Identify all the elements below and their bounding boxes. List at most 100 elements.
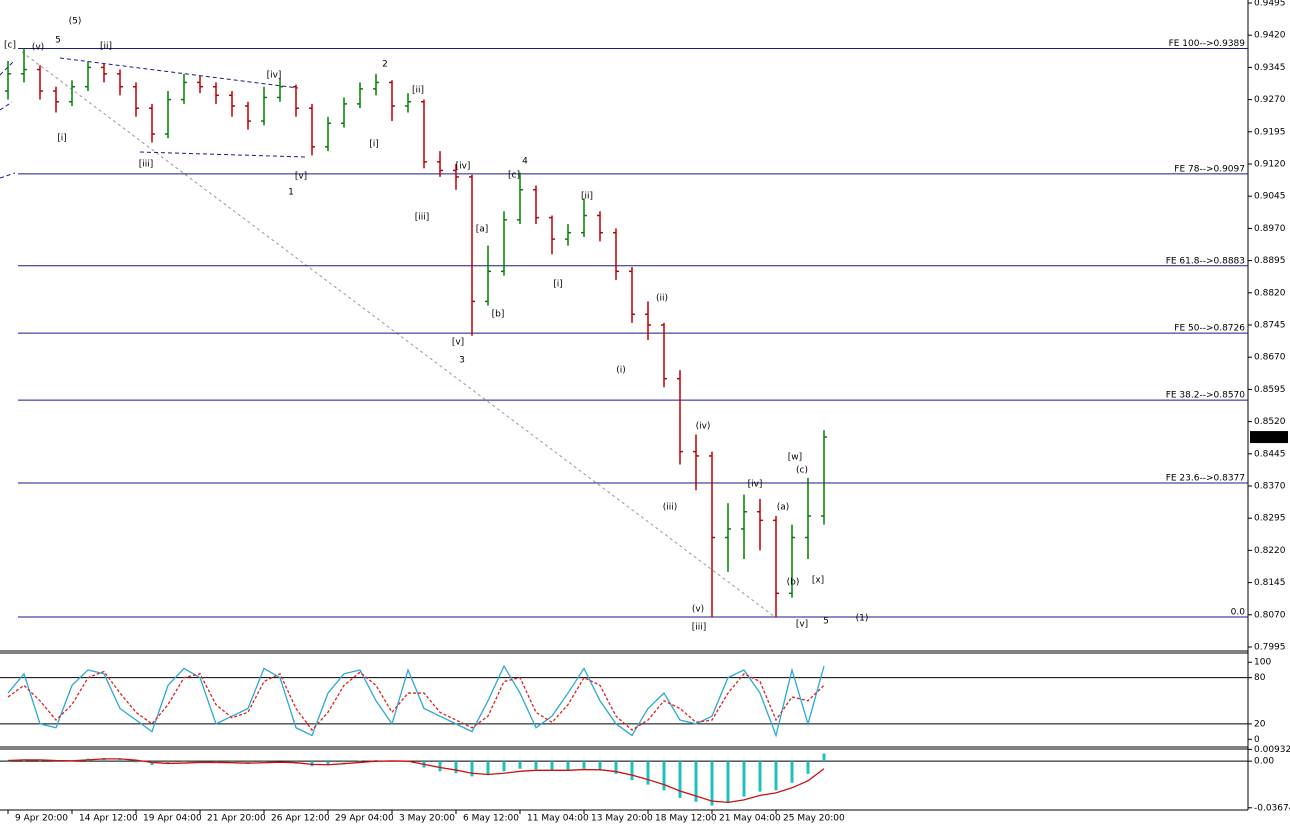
fib-level-label: FE 78-->0.9097 <box>1174 164 1245 174</box>
y-tick-label: 0.9195 <box>1254 127 1286 137</box>
histogram-bar <box>134 761 138 763</box>
y-tick-label: 0.8670 <box>1254 353 1286 363</box>
y-tick-label: 0.8295 <box>1254 514 1286 524</box>
y-tick-label: 0.8070 <box>1254 610 1286 620</box>
x-tick-label: 6 May 12:00 <box>463 814 519 824</box>
x-tick-label: 21 Apr 20:00 <box>207 814 266 824</box>
histogram-bar <box>822 753 826 762</box>
trend-line <box>21 51 776 618</box>
histogram-bar <box>438 761 442 772</box>
wave-label: [v] <box>452 338 464 348</box>
histogram-bar <box>54 761 58 762</box>
wave-label: (iv) <box>696 422 711 432</box>
y-tick-label: 0.9120 <box>1254 160 1286 170</box>
y-tick-label: 0.9495 <box>1254 0 1286 9</box>
wave-label: [x] <box>812 576 824 586</box>
histogram-bar <box>694 761 698 802</box>
histogram-bar <box>470 761 474 777</box>
fib-level-label: FE 61.8-->0.8883 <box>1166 256 1245 266</box>
x-tick-label: 26 Apr 12:00 <box>271 814 330 824</box>
wave-label: [v] <box>295 172 307 182</box>
wave-label: [c] <box>4 41 16 51</box>
y-tick-label: 0.8595 <box>1254 385 1286 395</box>
y-tick-label: 80 <box>1254 673 1266 683</box>
wave-label: [iii] <box>415 213 430 223</box>
histogram-bar <box>534 761 538 770</box>
last-price-label: 0.8484 <box>1252 433 1284 443</box>
histogram-bar <box>630 761 634 781</box>
y-tick-label: 0.00 <box>1254 757 1274 767</box>
wave-label: [ii] <box>412 86 424 96</box>
x-tick-label: 11 May 04:00 <box>527 814 589 824</box>
histogram-bar <box>454 761 458 774</box>
y-tick-label: 20 <box>1254 719 1266 729</box>
y-tick-label: 0.8520 <box>1254 417 1286 427</box>
wave-label: [i] <box>57 134 67 144</box>
fib-level-label: FE 23.6-->0.8377 <box>1166 473 1245 483</box>
wave-label: [iv] <box>267 71 282 81</box>
y-tick-label: 0.8445 <box>1254 449 1286 459</box>
y-tick-label: 0.9420 <box>1254 31 1286 41</box>
wedge-line <box>0 172 16 179</box>
histogram-bar <box>550 761 554 771</box>
wave-label: [w] <box>788 453 802 463</box>
histogram-bar <box>518 761 522 769</box>
x-tick-label: 29 Apr 04:00 <box>335 814 394 824</box>
histogram-bar <box>614 761 618 774</box>
y-tick-label: 0.8895 <box>1254 256 1286 266</box>
wave-label: [ii] <box>100 42 112 52</box>
histogram-bar <box>582 761 586 769</box>
last-price-box <box>1250 431 1288 444</box>
wave-label: (iii) <box>663 503 678 513</box>
y-tick-label: 0 <box>1254 735 1260 745</box>
x-tick-label: 19 Apr 04:00 <box>143 814 202 824</box>
histogram-bar <box>678 761 682 798</box>
wave-label: [iii] <box>692 623 707 633</box>
histogram-bar <box>598 761 602 771</box>
wave-label: [b] <box>492 310 505 320</box>
wave-label: (5) <box>69 17 82 27</box>
histogram-bar <box>118 759 122 762</box>
wave-label: [iv] <box>748 480 763 490</box>
y-tick-label: 0.9270 <box>1254 95 1286 105</box>
y-tick-label: 0.7995 <box>1254 642 1286 652</box>
wave-label: 3 <box>459 356 465 366</box>
x-tick-label: 3 May 20:00 <box>399 814 455 824</box>
wave-label: (c) <box>796 466 808 476</box>
wedge-line <box>0 101 13 111</box>
histogram-bar <box>486 761 490 776</box>
fib-level-label: 0.0 <box>1231 607 1246 617</box>
histogram-bar <box>742 761 746 797</box>
y-tick-label: 0.00932 <box>1254 745 1290 755</box>
histogram-bar <box>758 761 762 792</box>
wave-label: (b) <box>787 578 800 588</box>
signal-line <box>7 758 825 804</box>
histogram-bar <box>502 761 506 772</box>
wave-label: [v] <box>796 620 808 630</box>
histogram-bar <box>646 761 650 785</box>
fib-level-label: FE 38.2-->0.8570 <box>1166 391 1246 401</box>
histogram-bar <box>102 758 106 762</box>
wave-label: (ii) <box>656 294 668 304</box>
y-tick-label: -0.03674 <box>1254 803 1290 813</box>
y-tick-label: 0.8370 <box>1254 481 1286 491</box>
y-tick-label: 0.9345 <box>1254 63 1286 73</box>
wave-label: (a) <box>777 503 790 513</box>
y-tick-label: 0.8745 <box>1254 321 1286 331</box>
wave-label: (1) <box>856 614 869 624</box>
histogram-bar <box>806 761 810 774</box>
wave-label: [i] <box>553 280 563 290</box>
histogram-bar <box>774 761 778 791</box>
y-tick-label: 0.9045 <box>1254 192 1286 202</box>
x-tick-label: 14 Apr 12:00 <box>79 814 138 824</box>
histogram-bar <box>662 761 666 791</box>
wave-label: [ii] <box>581 192 593 202</box>
histogram-bar <box>710 761 714 806</box>
wave-label: 4 <box>522 157 528 167</box>
wave-label: [iv] <box>456 162 471 172</box>
wave-label: (v) <box>692 605 704 615</box>
y-tick-label: 0.8220 <box>1254 546 1286 556</box>
